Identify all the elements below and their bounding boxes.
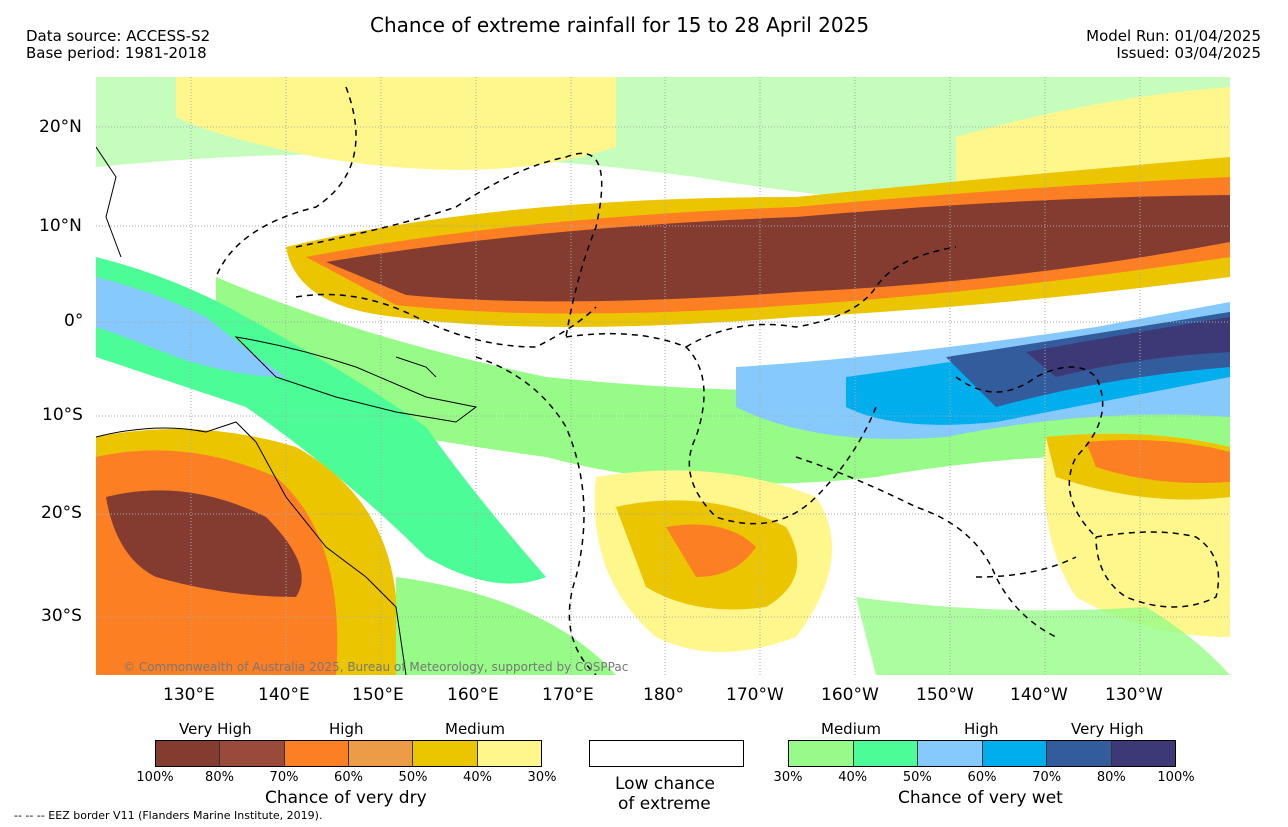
dry-swatch bbox=[348, 741, 414, 766]
dry-swatch bbox=[284, 741, 349, 766]
dry-tick-label: 40% bbox=[463, 770, 492, 785]
lon-label-180: 180° bbox=[643, 685, 684, 705]
lon-label-170e: 170°E bbox=[542, 685, 594, 705]
dry-tick-label: 60% bbox=[334, 770, 363, 785]
lat-label-10n: 10°N bbox=[39, 216, 82, 236]
copyright-text: © Commonwealth of Australia 2025, Bureau… bbox=[123, 660, 628, 674]
dry-swatch bbox=[413, 741, 478, 766]
eez-border-note: -- -- -- EEZ border V11 (Flanders Marine… bbox=[14, 809, 323, 822]
dry-tick-label: 100% bbox=[136, 770, 174, 785]
rainfall-map: © Commonwealth of Australia 2025, Bureau… bbox=[96, 77, 1230, 675]
wet-tick-label: 70% bbox=[1032, 770, 1062, 785]
lon-label-150w: 150°W bbox=[916, 685, 974, 705]
dry-tick-label: 70% bbox=[269, 770, 299, 785]
wet-swatch bbox=[918, 741, 983, 766]
wet-swatch bbox=[982, 741, 1047, 766]
wet-legend-caption: Chance of very wet bbox=[898, 788, 1063, 808]
lon-label-160w: 160°W bbox=[821, 685, 879, 705]
lon-label-150e: 150°E bbox=[352, 685, 404, 705]
wet-legend-high: High bbox=[964, 720, 999, 738]
lon-label-140e: 140°E bbox=[258, 685, 310, 705]
dry-swatch bbox=[156, 741, 221, 766]
wet-swatch bbox=[853, 741, 918, 766]
lat-label-20n: 20°N bbox=[39, 117, 82, 137]
lat-label-10s: 10°S bbox=[42, 405, 83, 425]
wet-tick-label: 30% bbox=[773, 770, 803, 785]
issued-label: Issued: 03/04/2025 bbox=[1116, 44, 1261, 62]
wet-swatch bbox=[1047, 741, 1112, 766]
low-chance-caption-line1: Low chance bbox=[615, 774, 715, 794]
low-chance-caption-line2: of extreme bbox=[618, 794, 711, 814]
dry-colorbar bbox=[155, 740, 542, 767]
low-chance-box bbox=[589, 740, 744, 767]
lat-label-0: 0° bbox=[64, 311, 84, 331]
wet-tick-label: 40% bbox=[838, 770, 868, 785]
dry-tick-label: 50% bbox=[398, 770, 428, 785]
wet-swatch bbox=[1111, 741, 1175, 766]
dry-legend-high: High bbox=[329, 720, 364, 738]
lon-label-140w: 140°W bbox=[1010, 685, 1068, 705]
data-source-label: Data source: ACCESS-S2 bbox=[26, 27, 211, 45]
lon-label-170w: 170°W bbox=[726, 685, 784, 705]
lon-label-130w: 130°W bbox=[1105, 685, 1163, 705]
dry-legend-caption: Chance of very dry bbox=[265, 788, 427, 808]
map-title: Chance of extreme rainfall for 15 to 28 … bbox=[370, 13, 870, 37]
dry-swatch bbox=[220, 741, 285, 766]
wet-tick-label: 80% bbox=[1096, 770, 1126, 785]
dry-legend-very-high: Very High bbox=[179, 720, 252, 738]
wet-tick-label: 60% bbox=[967, 770, 997, 785]
lon-label-130e: 130°E bbox=[163, 685, 215, 705]
wet-tick-label: 50% bbox=[902, 770, 932, 785]
dry-tick-label: 30% bbox=[527, 770, 557, 785]
wet-colorbar bbox=[788, 740, 1176, 767]
dry-legend-medium: Medium bbox=[445, 720, 505, 738]
model-run-label: Model Run: 01/04/2025 bbox=[1086, 27, 1261, 45]
lat-label-20s: 20°S bbox=[41, 503, 82, 523]
wet-swatch bbox=[789, 741, 854, 766]
dry-swatch bbox=[477, 741, 541, 766]
wet-legend-medium: Medium bbox=[821, 720, 881, 738]
wet-tick-label: 100% bbox=[1157, 770, 1195, 785]
lat-label-30s: 30°S bbox=[41, 606, 82, 626]
lon-label-160e: 160°E bbox=[447, 685, 499, 705]
wet-legend-very-high: Very High bbox=[1071, 720, 1144, 738]
dry-tick-label: 80% bbox=[205, 770, 234, 785]
base-period-label: Base period: 1981-2018 bbox=[26, 44, 207, 62]
